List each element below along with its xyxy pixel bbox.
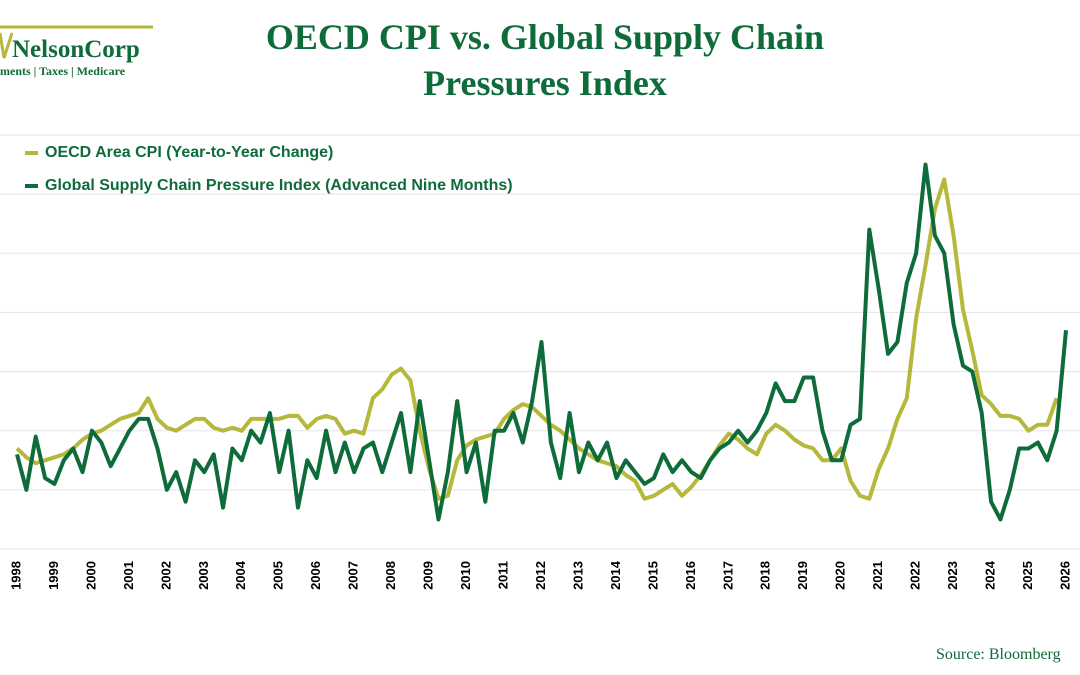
series-line — [15, 162, 1068, 522]
x-tick-label: 2020 — [833, 561, 848, 590]
series-line — [15, 177, 1059, 501]
x-tick-label: 2025 — [1020, 561, 1035, 590]
x-tick-label: 2008 — [383, 561, 398, 590]
logo-mark — [0, 32, 14, 59]
x-tick-label: 2009 — [421, 561, 436, 590]
x-tick-label: 2005 — [271, 561, 286, 590]
x-tick-label: 2011 — [495, 561, 510, 589]
x-tick-label: 2016 — [683, 561, 698, 590]
x-tick-label: 2007 — [346, 561, 361, 590]
x-tick-label: 2010 — [458, 561, 473, 590]
x-tick-label: 2018 — [758, 561, 773, 590]
x-tick-label: 2022 — [908, 561, 923, 590]
x-tick-label: 2021 — [870, 561, 885, 590]
legend-label: Global Supply Chain Pressure Index (Adva… — [45, 177, 513, 194]
chart-title: OECD CPI vs. Global Supply Chain Pressur… — [265, 17, 825, 103]
x-tick-label: 2013 — [570, 561, 585, 590]
x-tick-label: 2012 — [533, 561, 548, 590]
logo-tagline: ments | Taxes | Medicare — [0, 64, 126, 78]
x-tick-label: 2023 — [945, 561, 960, 590]
source: Source: Bloomberg — [936, 646, 1061, 663]
x-tick-label: 2019 — [795, 561, 810, 590]
x-tick-label: 2001 — [121, 561, 136, 590]
x-tick-label: 2014 — [608, 560, 623, 590]
x-tick-label: 2002 — [158, 561, 173, 590]
x-tick-label: 2015 — [645, 561, 660, 590]
x-tick-label: 2026 — [1057, 561, 1072, 590]
x-tick-label: 1998 — [8, 561, 23, 590]
x-tick-label: 2024 — [983, 560, 998, 590]
x-tick-label: 2000 — [83, 561, 98, 590]
x-tick-label: 2006 — [308, 561, 323, 590]
x-tick-label: 2017 — [720, 561, 735, 590]
x-tick-label: 2003 — [196, 561, 211, 590]
legend-label: OECD Area CPI (Year-to-Year Change) — [45, 144, 333, 161]
x-tick-label: 1999 — [46, 561, 61, 590]
logo-name: NelsonCorp — [12, 36, 140, 63]
x-tick-label: 2004 — [233, 560, 248, 590]
